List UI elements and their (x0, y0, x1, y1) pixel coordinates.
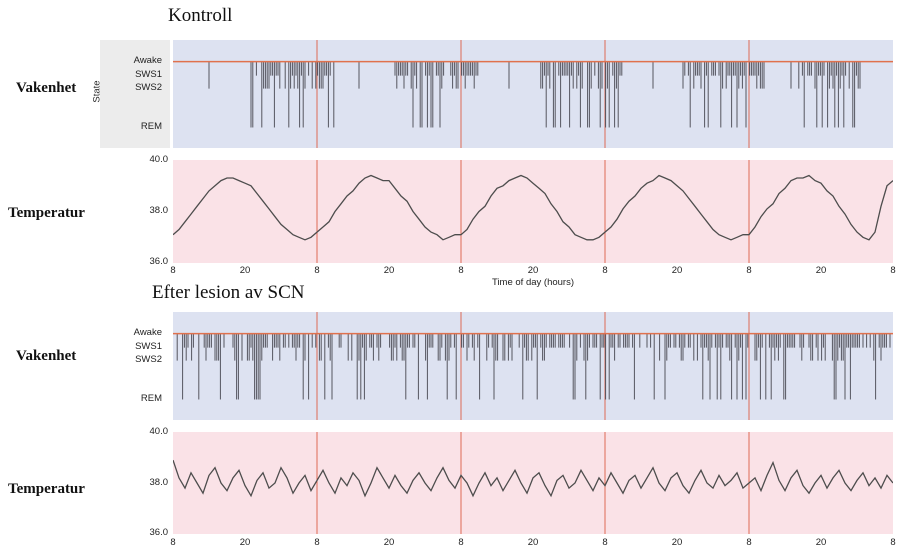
row-label-temperature-control: Temperatur (8, 205, 85, 221)
x-tick-label: 20 (527, 265, 539, 276)
lesion-temperature-panel (173, 432, 893, 534)
x-tick-label: 8 (746, 537, 752, 548)
row-label-wakefulness-lesion: Vakenhet (16, 348, 77, 364)
y-tick-label: 38.0 (149, 205, 169, 216)
x-tick-label: 20 (527, 537, 539, 548)
y-tick-label: 38.0 (149, 477, 169, 488)
x-tick-label: 20 (815, 265, 827, 276)
x-tick-label: 20 (239, 537, 251, 548)
lesion-group-title: Efter lesion av SCN (152, 282, 305, 303)
y-tick-label: 40.0 (149, 154, 169, 165)
x-tick-label: 20 (239, 265, 251, 276)
state-label-rem: REM (140, 393, 162, 404)
lesion-state-axis: Awake SWS1 SWS2 REM (102, 312, 166, 420)
control-temperature-plot (173, 160, 893, 263)
y-tick-label: 36.0 (149, 256, 169, 267)
x-tick-label: 8 (170, 265, 176, 276)
row-label-wakefulness-control: Vakenhet (16, 80, 77, 96)
control-x-tick-row: 8 20 8 20 8 20 8 20 8 20 8 (170, 265, 896, 278)
state-label-sws1: SWS1 (135, 341, 162, 352)
x-tick-label: 8 (314, 265, 320, 276)
row-label-temperature-lesion: Temperatur (8, 481, 85, 497)
y-tick-label: 40.0 (149, 426, 169, 437)
state-axis-label: State (91, 80, 103, 103)
lesion-x-tick-row: 8 20 8 20 8 20 8 20 8 20 8 (170, 537, 896, 550)
x-tick-label: 8 (602, 537, 608, 548)
control-state-axis: Awake SWS1 SWS2 REM (102, 40, 166, 148)
x-tick-label: 8 (314, 537, 320, 548)
y-tick-label: 36.0 (149, 527, 169, 538)
x-tick-label: 20 (383, 537, 395, 548)
control-temperature-panel (173, 160, 893, 263)
x-tick-label: 8 (890, 537, 896, 548)
state-label-awake: Awake (133, 55, 162, 66)
x-tick-label: 20 (671, 265, 683, 276)
x-tick-label: 8 (890, 265, 896, 276)
x-tick-label: 8 (458, 265, 464, 276)
x-tick-label: 20 (815, 537, 827, 548)
x-tick-label: 20 (383, 265, 395, 276)
x-tick-label: 8 (458, 537, 464, 548)
x-tick-label: 20 (671, 537, 683, 548)
state-label-sws2: SWS2 (135, 354, 162, 365)
x-tick-label: 8 (746, 265, 752, 276)
state-label-sws1: SWS1 (135, 69, 162, 80)
state-label-awake: Awake (133, 327, 162, 338)
control-group-title: Kontroll (168, 5, 233, 26)
lesion-temperature-plot (173, 432, 893, 534)
state-label-sws2: SWS2 (135, 82, 162, 93)
x-axis-title: Time of day (hours) (491, 277, 574, 288)
x-tick-label: 8 (602, 265, 608, 276)
lesion-hypnogram-plot (173, 312, 893, 420)
state-label-rem: REM (140, 121, 162, 132)
scan-artifact-strip (100, 40, 170, 148)
lesion-hypnogram-panel (173, 312, 893, 420)
control-hypnogram-plot (173, 40, 893, 148)
control-hypnogram-panel (173, 40, 893, 148)
x-tick-label: 8 (170, 537, 176, 548)
